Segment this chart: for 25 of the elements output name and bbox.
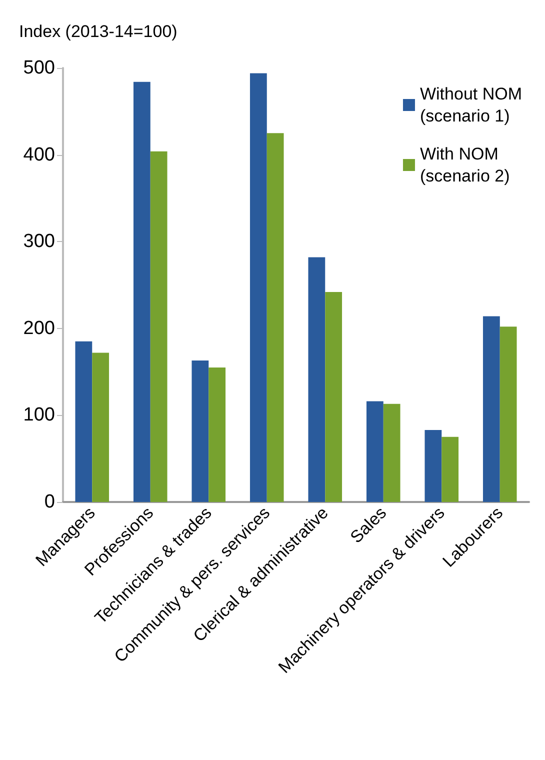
bar bbox=[133, 82, 150, 502]
bar bbox=[150, 151, 168, 502]
bar bbox=[92, 352, 110, 502]
bar bbox=[266, 133, 284, 502]
y-tick-label: 200 bbox=[23, 318, 55, 339]
bar bbox=[325, 292, 342, 502]
y-axis-title: Index (2013-14=100) bbox=[19, 22, 178, 41]
bar bbox=[208, 367, 226, 502]
bar bbox=[75, 341, 92, 502]
bar bbox=[192, 360, 209, 502]
bar bbox=[500, 326, 517, 502]
legend-label: With NOM (scenario 2) bbox=[420, 144, 510, 186]
y-tick-label: 500 bbox=[23, 58, 55, 78]
y-tick-label: 0 bbox=[44, 492, 55, 512]
bar bbox=[383, 404, 400, 502]
y-tick-label: 400 bbox=[23, 144, 55, 166]
y-tick-label: 300 bbox=[23, 231, 55, 252]
bar bbox=[442, 436, 459, 502]
y-tick-label: 100 bbox=[23, 404, 55, 426]
bar bbox=[424, 430, 442, 502]
bar bbox=[308, 257, 326, 502]
bar bbox=[250, 73, 267, 502]
legend-label: Without NOM (scenario 1) bbox=[420, 84, 522, 126]
bar bbox=[482, 316, 500, 502]
bar bbox=[366, 401, 384, 502]
